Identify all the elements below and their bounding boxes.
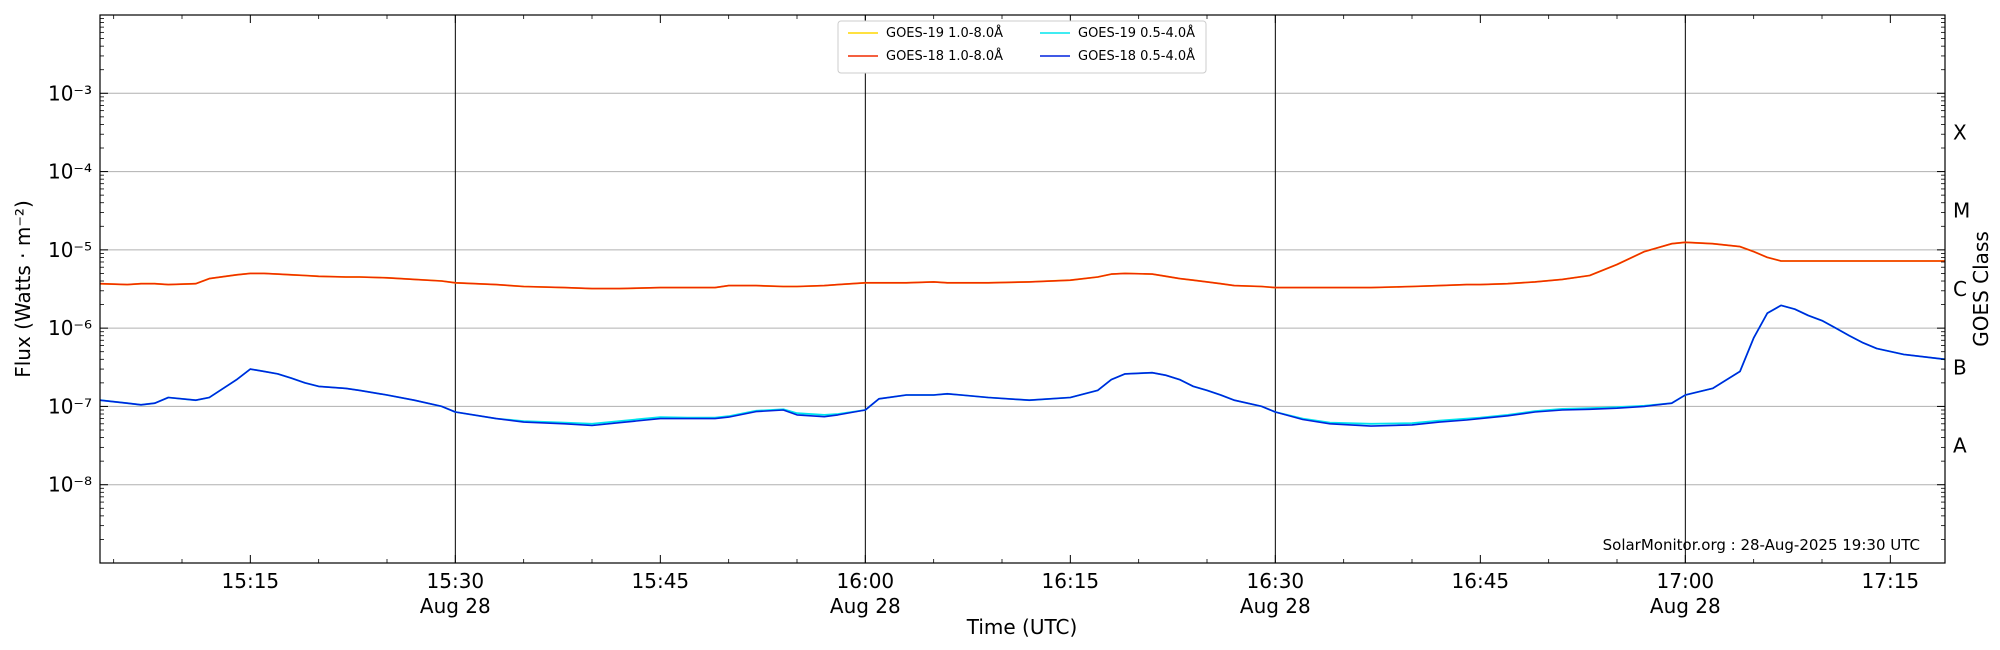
x-tick-label: 16:45 <box>1452 569 1510 593</box>
y-axis-label: Flux (Watts · m⁻²) <box>11 200 35 378</box>
goes-class-label: M <box>1953 199 1970 223</box>
y-tick-label: 10⁻⁶ <box>48 316 92 340</box>
legend-label: GOES-19 1.0-8.0Å <box>886 25 1003 41</box>
grid-lines <box>100 92 1945 486</box>
x-tick-label: 16:00 <box>837 569 895 593</box>
x-tick-label: 17:15 <box>1862 569 1920 593</box>
goes-class-axis-label: GOES Class <box>1969 231 1993 347</box>
x-tick-label: 15:45 <box>632 569 690 593</box>
x-tick-label: 17:00 <box>1657 569 1715 593</box>
goes-class-label: A <box>1953 434 1967 458</box>
x-tick-date-label: Aug 28 <box>420 594 491 618</box>
goes-class-axis: A B C M X <box>1953 120 1970 457</box>
x-tick-date-label: Aug 28 <box>1240 594 1311 618</box>
series-line <box>99 241 1945 290</box>
x-tick-label: 15:15 <box>222 569 280 593</box>
goes-class-label: C <box>1953 277 1967 301</box>
x-tick-label: 15:30 <box>427 569 485 593</box>
legend-label: GOES-19 0.5-4.0Å <box>1078 25 1195 41</box>
x-tick-date-label: Aug 28 <box>830 594 901 618</box>
legend-box <box>837 20 1207 74</box>
series-line <box>99 304 1946 427</box>
legend-items: GOES-19 1.0-8.0Å GOES-18 1.0-8.0Å GOES-19 … <box>848 25 1195 64</box>
legend: GOES-19 1.0-8.0Å GOES-18 1.0-8.0Å GOES-19 … <box>837 20 1207 74</box>
y-tick-label: 10⁻⁵ <box>48 238 92 262</box>
legend-label: GOES-18 0.5-4.0Å <box>1078 48 1195 64</box>
x-tick-label: 16:15 <box>1042 569 1100 593</box>
y-tick-label: 10⁻³ <box>48 81 92 105</box>
series-layer <box>99 241 1946 427</box>
legend-label: GOES-18 1.0-8.0Å <box>886 48 1003 64</box>
y-tick-label: 10⁻⁷ <box>48 394 92 418</box>
x-tick-date-label: Aug 28 <box>1650 594 1721 618</box>
x-axis-label: Time (UTC) <box>966 615 1078 639</box>
x-tick-label: 16:30 <box>1247 569 1305 593</box>
day-time-marker-lines <box>454 15 1686 563</box>
goes-class-label: X <box>1953 120 1967 144</box>
y-tick-label: 10⁻⁸ <box>48 473 92 497</box>
y-axis: 10⁻⁸ 10⁻⁷ 10⁻⁶ 10⁻⁵ 10⁻⁴ 10⁻³ <box>48 18 1945 540</box>
goes-class-label: B <box>1953 355 1967 379</box>
y-tick-label: 10⁻⁴ <box>48 160 92 184</box>
source-annotation: SolarMonitor.org : 28-Aug-2025 19:30 UTC <box>1603 536 1920 554</box>
plot-frame <box>99 14 1946 564</box>
